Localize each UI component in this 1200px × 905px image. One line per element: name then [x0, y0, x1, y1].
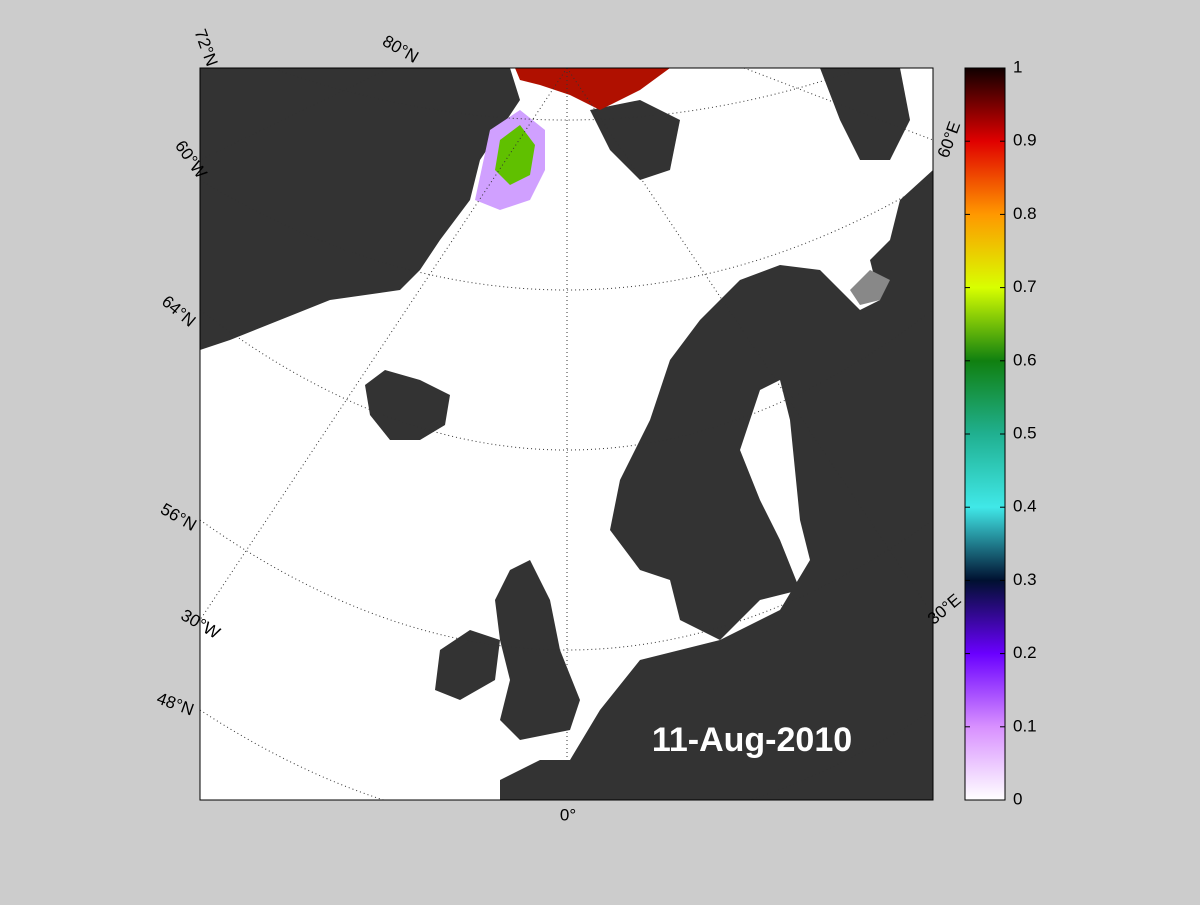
sea-ice-core — [495, 125, 535, 185]
graticule-label: 80°N — [379, 31, 421, 66]
scandinavia-russia — [500, 170, 933, 800]
white-sea — [850, 270, 890, 305]
ireland — [435, 630, 500, 700]
colorbar-tick-label: 1 — [1013, 57, 1022, 76]
date-label: 11-Aug-2010 — [652, 721, 852, 759]
graticule-label: 64°N — [158, 292, 199, 331]
colorbar-tick-label: 0.8 — [1013, 204, 1037, 223]
meridian — [200, 68, 568, 621]
iceland — [365, 370, 450, 440]
graticule-label: 60°E — [934, 119, 965, 160]
map-frame — [199, 67, 934, 801]
colorbar-tick-label: 0.3 — [1013, 570, 1037, 589]
colorbar-tick-label: 0.2 — [1013, 643, 1037, 662]
parallel — [200, 309, 933, 451]
meridian — [566, 68, 933, 616]
map-body — [200, 68, 933, 800]
colorbar-tick-label: 0.9 — [1013, 131, 1037, 150]
colorbar-tick-label: 0.1 — [1013, 716, 1037, 735]
graticule-label: 48°N — [154, 689, 196, 720]
colorbar-tick-label: 0.6 — [1013, 350, 1037, 369]
colorbar-tick-label: 0.7 — [1013, 277, 1037, 296]
novaya-zemlya — [820, 68, 910, 160]
sea-ice-pack — [515, 68, 670, 110]
colorbar-tick-label: 0.4 — [1013, 497, 1037, 516]
greenland — [200, 68, 520, 350]
colorbar-tick-label: 0.5 — [1013, 423, 1037, 442]
svalbard — [590, 100, 680, 180]
graticule-label: 0° — [560, 805, 576, 824]
parallel — [200, 179, 933, 291]
graticule-label: 56°N — [157, 499, 199, 534]
meridian — [743, 68, 933, 141]
colorbar — [964, 67, 1006, 801]
graticule-label: 72°N — [191, 27, 222, 69]
colorbar-tick-label: 0 — [1013, 789, 1022, 808]
parallel — [200, 709, 933, 800]
britain — [495, 560, 580, 740]
